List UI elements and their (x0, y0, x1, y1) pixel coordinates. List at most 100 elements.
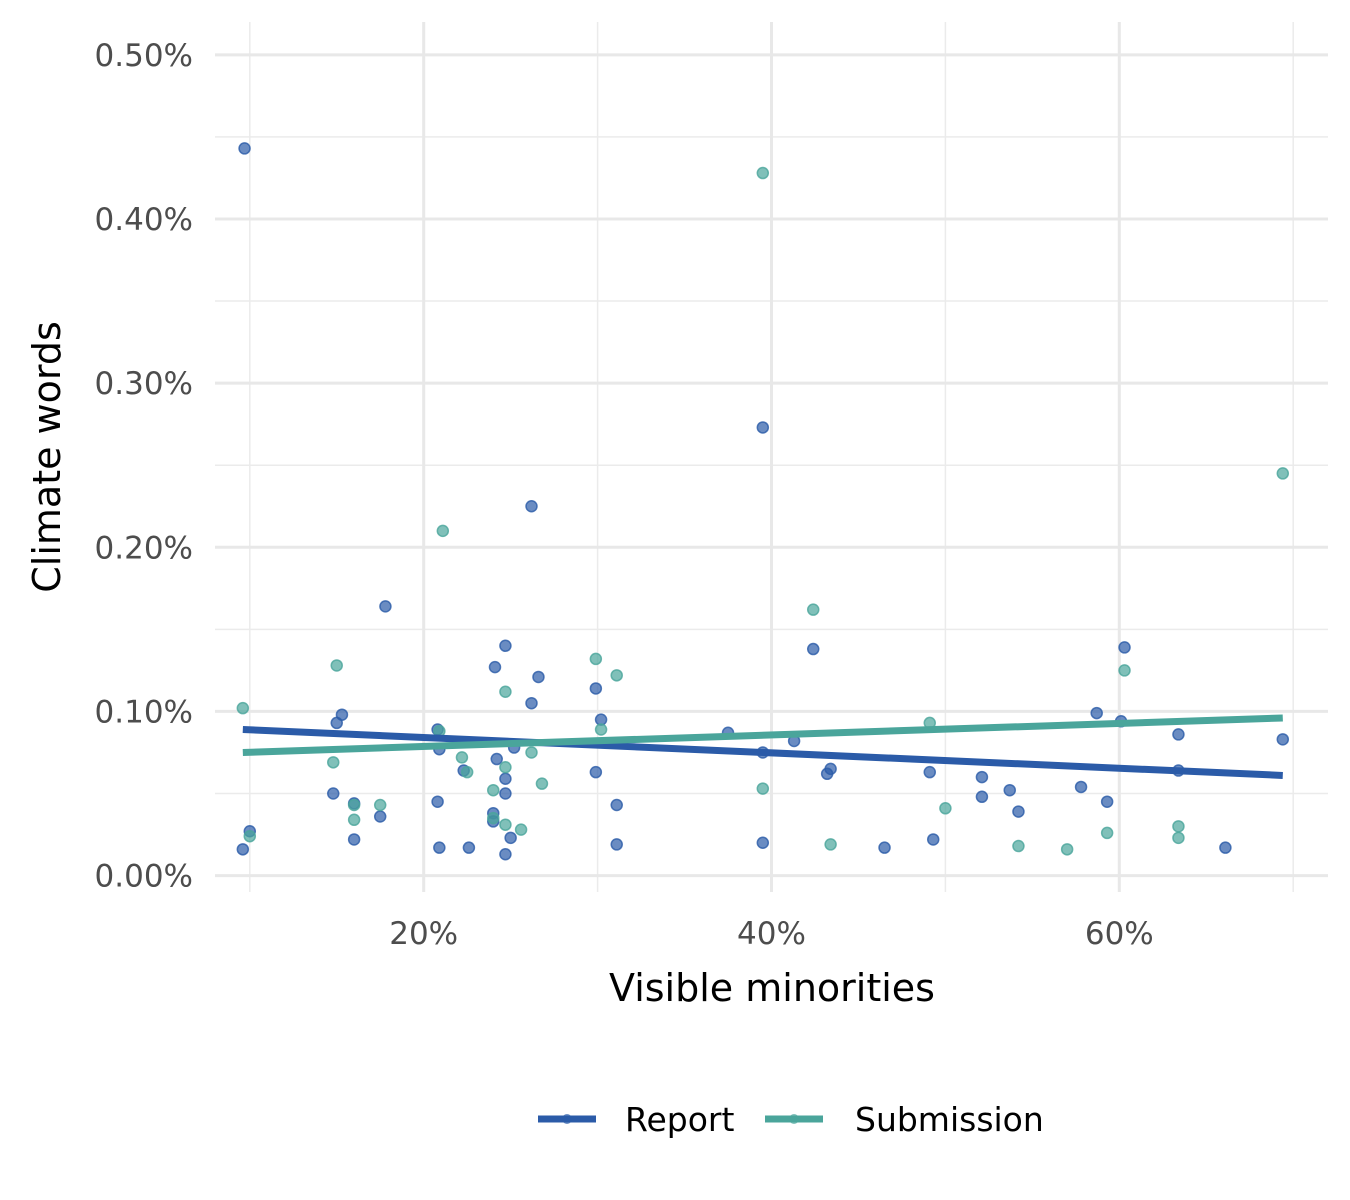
y-tick-label: 0.30% (95, 366, 193, 402)
point-report (499, 787, 512, 800)
trend-lines (242, 714, 1283, 779)
point-report (1172, 728, 1185, 741)
x-axis-tick-labels: 20% 40% 60% (389, 916, 1154, 952)
point-submission (525, 746, 538, 759)
point-submission (535, 777, 549, 790)
point-submission (1100, 826, 1114, 840)
point-report (756, 836, 770, 850)
point-submission (436, 524, 450, 538)
point-submission (1012, 839, 1025, 853)
point-submission (373, 798, 387, 812)
legend-label-submission: Submission (855, 1100, 1044, 1139)
point-report (499, 847, 512, 861)
point-report (327, 787, 340, 800)
point-report (238, 142, 251, 155)
legend-key-report-point (562, 1114, 572, 1124)
point-submission (347, 813, 361, 827)
point-report (347, 833, 361, 846)
point-report (433, 841, 446, 854)
legend-label-report: Report (625, 1100, 734, 1139)
point-report (878, 841, 891, 854)
point-submission (487, 811, 500, 825)
legend-key-submission-point (789, 1114, 799, 1124)
point-report (525, 696, 538, 710)
point-report (379, 600, 392, 613)
x-axis-title: Visible minorities (609, 966, 935, 1010)
point-submission (1172, 820, 1185, 833)
point-submission (824, 838, 837, 851)
point-submission (756, 166, 770, 180)
point-report (589, 682, 603, 695)
point-submission (455, 751, 469, 764)
legend-item-report: Report (538, 1100, 734, 1139)
point-report (926, 833, 940, 846)
point-report (499, 772, 512, 785)
point-report (820, 767, 834, 781)
grid-lines (215, 22, 1328, 892)
point-report (923, 765, 937, 779)
point-report (610, 838, 623, 851)
point-report (756, 421, 770, 434)
point-report (1003, 783, 1017, 797)
point-submission (610, 669, 623, 682)
point-submission (594, 723, 608, 736)
point-report (1100, 795, 1114, 808)
scatter-points (236, 142, 1290, 861)
y-axis-tick-labels: 0.00% 0.10% 0.20% 0.30% 0.40% 0.50% (95, 38, 193, 895)
point-submission (806, 603, 820, 616)
point-report (589, 765, 603, 779)
x-tick-label: 40% (737, 916, 806, 952)
point-submission (499, 760, 512, 774)
point-report (488, 660, 502, 674)
point-report (1276, 733, 1290, 746)
point-submission (460, 765, 474, 779)
point-report (1219, 841, 1232, 854)
point-report (373, 810, 387, 823)
point-report (431, 795, 444, 808)
y-axis-title: Climate words (25, 321, 69, 593)
point-submission (487, 783, 500, 797)
point-report (532, 670, 545, 684)
point-report (1074, 780, 1088, 794)
point-submission (939, 802, 952, 815)
point-submission (1172, 831, 1185, 845)
y-tick-label: 0.00% (95, 859, 193, 895)
point-submission (499, 818, 512, 831)
y-tick-label: 0.20% (95, 530, 193, 566)
trend-line-submission (242, 714, 1283, 756)
y-tick-label: 0.50% (95, 38, 193, 74)
point-submission (243, 829, 257, 843)
point-submission (514, 823, 528, 836)
point-report (462, 841, 476, 854)
point-report (806, 642, 820, 656)
point-submission (589, 652, 603, 666)
legend-item-submission: Submission (765, 1100, 1044, 1139)
point-report (499, 639, 512, 653)
y-tick-label: 0.40% (95, 202, 193, 238)
point-report (975, 770, 989, 784)
point-submission (499, 685, 512, 698)
trend-line-report (242, 725, 1283, 779)
point-submission (330, 659, 343, 672)
point-submission (327, 756, 340, 769)
point-submission (1060, 843, 1074, 856)
x-tick-label: 60% (1085, 916, 1154, 952)
point-report (490, 752, 503, 766)
point-report (504, 831, 517, 845)
point-submission (347, 798, 361, 812)
point-report (525, 499, 538, 513)
point-report (610, 798, 623, 812)
point-report (1118, 641, 1131, 654)
point-report (1012, 805, 1025, 818)
point-submission (236, 701, 250, 715)
point-report (1090, 706, 1103, 720)
point-report (330, 716, 343, 730)
x-tick-label: 20% (389, 916, 458, 952)
point-report (236, 843, 250, 856)
point-submission (1276, 467, 1290, 480)
legend: Report Submission (538, 1100, 1044, 1139)
point-submission (756, 782, 770, 795)
point-report (975, 790, 989, 804)
point-submission (1118, 664, 1131, 677)
